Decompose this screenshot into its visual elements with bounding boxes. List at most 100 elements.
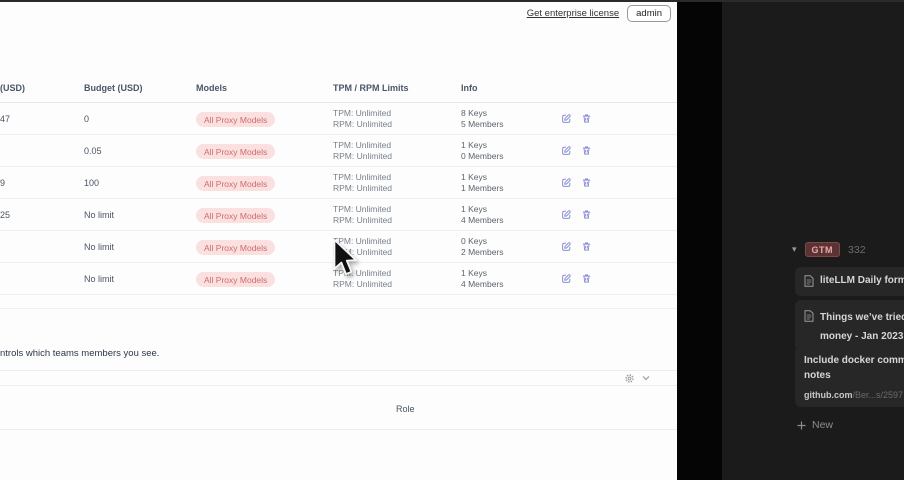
- budget-value: 0.05: [84, 145, 102, 156]
- keys-count: 0 Keys: [461, 236, 487, 247]
- new-card-button[interactable]: New: [797, 419, 833, 431]
- keys-count: 1 Keys: [461, 172, 487, 183]
- members-count: 5 Members: [461, 118, 504, 129]
- edit-team-button[interactable]: [561, 177, 572, 188]
- window-top-edge: [0, 0, 904, 2]
- col-spend-usd: (USD): [0, 83, 25, 93]
- collapse-triangle-icon[interactable]: ▾: [792, 244, 797, 254]
- board-card[interactable]: Include docker comma notes github.com/Be…: [795, 347, 904, 407]
- rpm-limit: RPM: Unlimited: [333, 246, 393, 257]
- teams-description: ntrols which teams members you see.: [0, 348, 160, 359]
- new-card-label: New: [812, 419, 834, 431]
- col-tpm-rpm: TPM / RPM Limits: [333, 83, 409, 93]
- models-badge: All Proxy Models: [196, 176, 276, 191]
- teams-panel-header: [0, 370, 677, 386]
- page-icon: [804, 310, 814, 322]
- budget-value: 100: [84, 177, 100, 188]
- edit-icon: [562, 114, 571, 123]
- delete-team-button[interactable]: [581, 241, 592, 252]
- table-row: 9 100 All Proxy Models TPM: Unlimited RPM…: [0, 167, 677, 199]
- board-group-header: ▾ GTM 332: [792, 242, 866, 257]
- rpm-limit: RPM: Unlimited: [333, 182, 393, 193]
- trash-icon: [582, 242, 591, 251]
- settings-button[interactable]: [624, 373, 635, 384]
- members-count: 4 Members: [461, 214, 504, 225]
- teams-table-header: (USD) Budget (USD) Models TPM / RPM Limi…: [0, 83, 677, 103]
- role-column-header: Role: [396, 404, 415, 414]
- spend-value: 9: [0, 177, 6, 188]
- delete-team-button[interactable]: [581, 177, 592, 188]
- table-row: No limit All Proxy Models TPM: Unlimited…: [0, 263, 677, 295]
- mouse-cursor: [333, 238, 357, 276]
- plus-icon: [797, 421, 806, 429]
- table-row: 25 No limit All Proxy Models TPM: Unlimi…: [0, 199, 677, 231]
- table-row: 47 0 All Proxy Models TPM: Unlimited RPM:…: [0, 103, 677, 135]
- trash-icon: [582, 114, 591, 123]
- card-title: Things we’ve tried: [820, 312, 904, 323]
- budget-value: No limit: [84, 241, 115, 252]
- keys-count: 1 Keys: [461, 268, 487, 279]
- members-count: 2 Members: [461, 246, 504, 257]
- trash-icon: [582, 274, 591, 283]
- keys-count: 8 Keys: [461, 108, 487, 119]
- teams-table-body: 47 0 All Proxy Models TPM: Unlimited RPM:…: [0, 103, 677, 295]
- col-budget-usd: Budget (USD): [84, 83, 143, 93]
- models-badge: All Proxy Models: [196, 240, 276, 255]
- notion-board-panel: ▾ GTM 332 liteLLM Daily forma Things we’…: [722, 0, 904, 480]
- link-path: /Ber...s/2597: [852, 390, 904, 400]
- gear-icon: [625, 373, 634, 383]
- edit-team-button[interactable]: [561, 113, 572, 124]
- rpm-limit: RPM: Unlimited: [333, 278, 393, 289]
- edit-icon: [562, 210, 571, 219]
- delete-team-button[interactable]: [581, 209, 592, 220]
- top-header: Get enterprise license admin: [527, 5, 671, 22]
- edit-icon: [562, 242, 571, 251]
- window-gap: [677, 0, 722, 480]
- edit-team-button[interactable]: [561, 241, 572, 252]
- trash-icon: [582, 146, 591, 155]
- keys-count: 1 Keys: [461, 140, 487, 151]
- tpm-limit: TPM: Unlimited: [333, 108, 392, 119]
- col-models: Models: [196, 83, 228, 93]
- models-badge: All Proxy Models: [196, 112, 276, 127]
- edit-icon: [562, 274, 571, 283]
- spend-value: 47: [0, 113, 11, 124]
- admin-user-button[interactable]: admin: [627, 5, 671, 22]
- edit-team-button[interactable]: [561, 145, 572, 156]
- enterprise-license-link[interactable]: Get enterprise license: [526, 8, 620, 19]
- members-count: 1 Members: [461, 182, 504, 193]
- spend-value: 25: [0, 209, 11, 220]
- members-count: 0 Members: [461, 150, 504, 161]
- edit-team-button[interactable]: [561, 209, 572, 220]
- card-title: liteLLM Daily forma: [820, 275, 904, 286]
- models-badge: All Proxy Models: [196, 144, 276, 159]
- tpm-limit: TPM: Unlimited: [333, 140, 392, 151]
- board-card[interactable]: liteLLM Daily forma: [795, 267, 904, 296]
- keys-count: 1 Keys: [461, 204, 487, 215]
- delete-team-button[interactable]: [581, 273, 592, 284]
- card-title-line2: money - Jan 2023: [820, 330, 904, 342]
- edit-team-button[interactable]: [561, 273, 572, 284]
- rpm-limit: RPM: Unlimited: [333, 118, 393, 129]
- models-badge: All Proxy Models: [196, 272, 276, 287]
- gtm-tag[interactable]: GTM: [804, 242, 841, 257]
- chevron-down-icon: [642, 376, 650, 381]
- table-row: 0.05 All Proxy Models TPM: Unlimited RPM:…: [0, 135, 677, 167]
- tpm-limit: TPM: Unlimited: [333, 204, 392, 215]
- edit-icon: [562, 178, 571, 187]
- board-card[interactable]: Things we’ve tried money - Jan 2023: [795, 300, 904, 351]
- page-icon: [804, 275, 814, 287]
- budget-value: No limit: [84, 273, 115, 284]
- section-divider: [0, 429, 677, 430]
- rpm-limit: RPM: Unlimited: [333, 214, 393, 225]
- delete-team-button[interactable]: [581, 145, 592, 156]
- card-title-line2: notes: [804, 369, 831, 381]
- budget-value: No limit: [84, 209, 115, 220]
- collapse-button[interactable]: [641, 373, 651, 383]
- delete-team-button[interactable]: [581, 113, 592, 124]
- col-info: Info: [461, 83, 478, 93]
- tpm-limit: TPM: Unlimited: [333, 236, 392, 247]
- section-divider: [0, 308, 677, 309]
- members-count: 4 Members: [461, 278, 504, 289]
